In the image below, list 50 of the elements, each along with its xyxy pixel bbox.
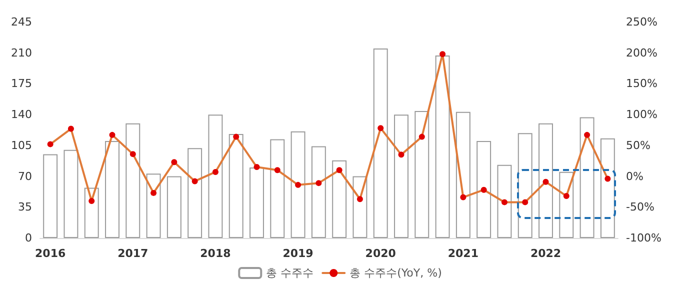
y2-tick-label: -100%: [626, 232, 662, 244]
bar: [497, 164, 512, 238]
bar: [43, 154, 58, 238]
y2-tick-label: -50%: [626, 200, 654, 214]
y-tick-label: 105: [11, 138, 32, 152]
y-tick-label: 175: [11, 77, 32, 90]
bar: [166, 176, 182, 238]
x-tick-label: 2018: [200, 247, 231, 260]
y-tick-label: 35: [18, 200, 32, 214]
legend-label: 총 수주수(YoY, %): [350, 266, 442, 280]
y2-tick-label: 50%: [626, 138, 650, 152]
y-tick-label: 245: [11, 16, 32, 28]
bar: [290, 131, 306, 238]
x-tick-label: 2022: [530, 247, 562, 260]
bar: [456, 112, 470, 238]
y2-tick-label: 150%: [626, 77, 658, 90]
bar: [64, 150, 78, 238]
bar: [600, 138, 615, 238]
bar: [414, 111, 430, 238]
legend-label: 총 수주수: [266, 266, 314, 280]
y2-tick-label: 100%: [626, 108, 658, 122]
bar: [538, 123, 553, 238]
bar: [228, 134, 244, 238]
x-tick-label: 2019: [282, 247, 314, 260]
bar: [332, 160, 347, 238]
bar: [373, 48, 388, 238]
y2-tick-label: 0%: [626, 170, 644, 183]
y-tick-label: 0: [25, 232, 32, 244]
bar: [126, 123, 140, 238]
bar: [518, 133, 532, 238]
bar: [146, 174, 161, 238]
x-tick-label: 2017: [118, 247, 148, 260]
bar: [188, 148, 202, 238]
y-tick-label: 70: [18, 170, 32, 183]
bar: [208, 114, 223, 238]
bar: [250, 167, 264, 238]
y2-tick-label: 200%: [626, 46, 658, 60]
y-tick-label: 140: [11, 108, 32, 122]
bar: [105, 141, 120, 238]
x-tick-label: 2020: [365, 247, 396, 260]
y2-tick-label: 250%: [626, 16, 658, 28]
x-tick-label: 2021: [448, 247, 478, 260]
bar: [435, 56, 450, 238]
x-tick-label: 2016: [35, 247, 66, 260]
bar: [580, 117, 594, 238]
y-tick-label: 210: [11, 46, 32, 60]
bar: [311, 146, 326, 238]
bar: [270, 139, 285, 238]
bar: [394, 114, 408, 238]
bar: [476, 141, 492, 238]
